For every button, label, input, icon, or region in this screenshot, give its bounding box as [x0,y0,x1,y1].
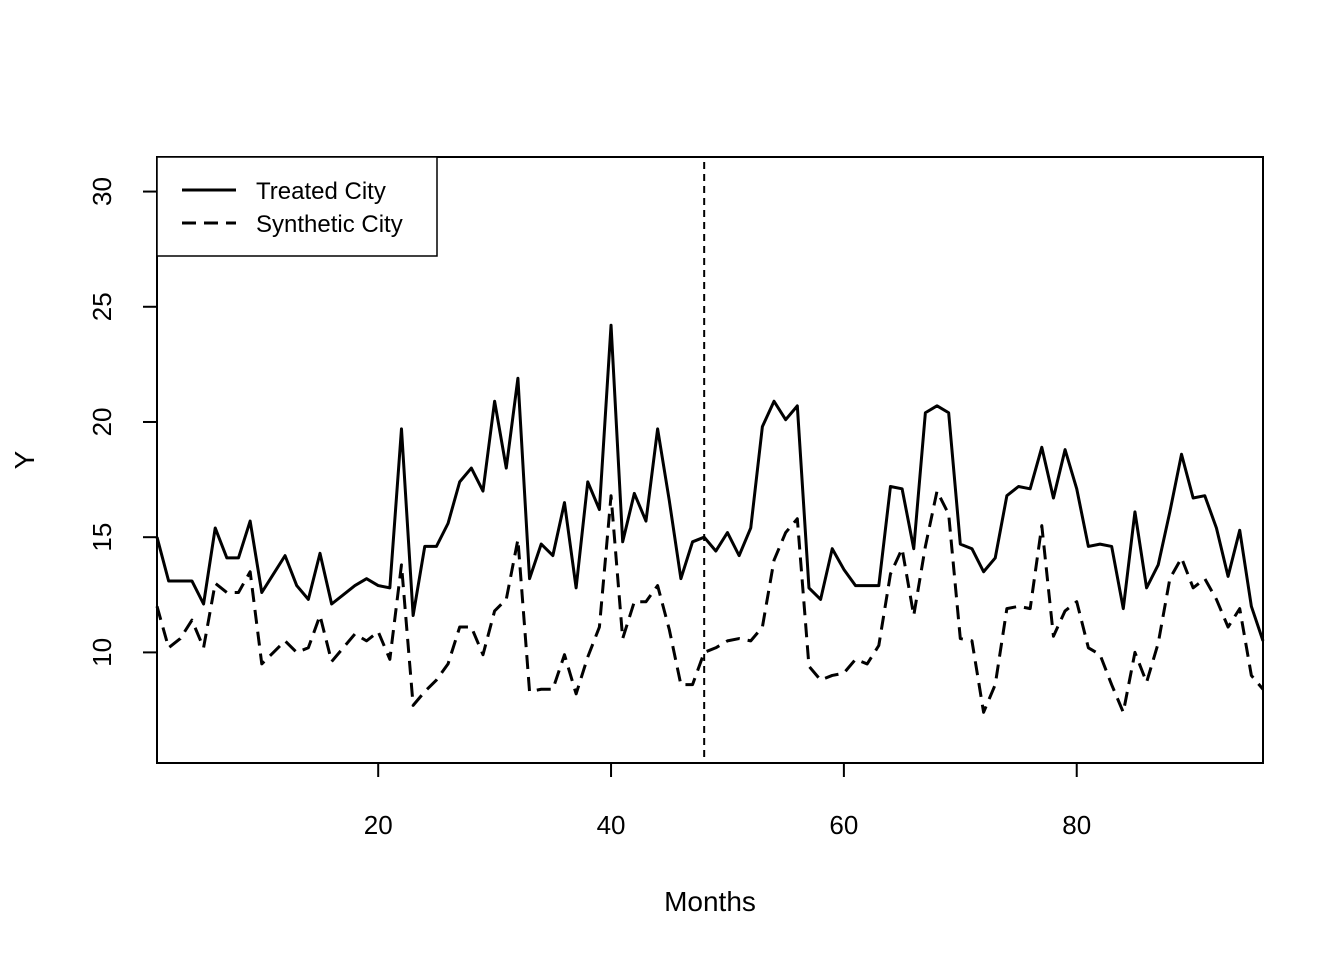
x-tick-label: 40 [597,810,626,840]
series-line-treated [155,323,1265,642]
legend-box [156,156,438,257]
legend-label-treated: Treated City [256,178,386,205]
y-tick-label: 25 [87,292,117,321]
y-tick-label: 30 [87,177,117,206]
y-tick-label: 15 [87,523,117,552]
y-axis-title: Y [9,450,40,469]
series-line-synthetic [155,489,1265,714]
x-tick-label: 20 [364,810,393,840]
legend: Treated City Synthetic City [156,156,438,257]
y-tick-label: 20 [87,408,117,437]
legend-label-synthetic: Synthetic City [256,211,403,238]
x-axis-title: Months [664,886,756,917]
series-layer [155,323,1265,714]
x-tick-label: 80 [1062,810,1091,840]
y-tick-label: 10 [87,638,117,667]
y-axis: 10 15 20 25 30 [87,177,158,667]
x-tick-label: 60 [829,810,858,840]
x-axis: 20 40 60 80 [364,762,1091,840]
